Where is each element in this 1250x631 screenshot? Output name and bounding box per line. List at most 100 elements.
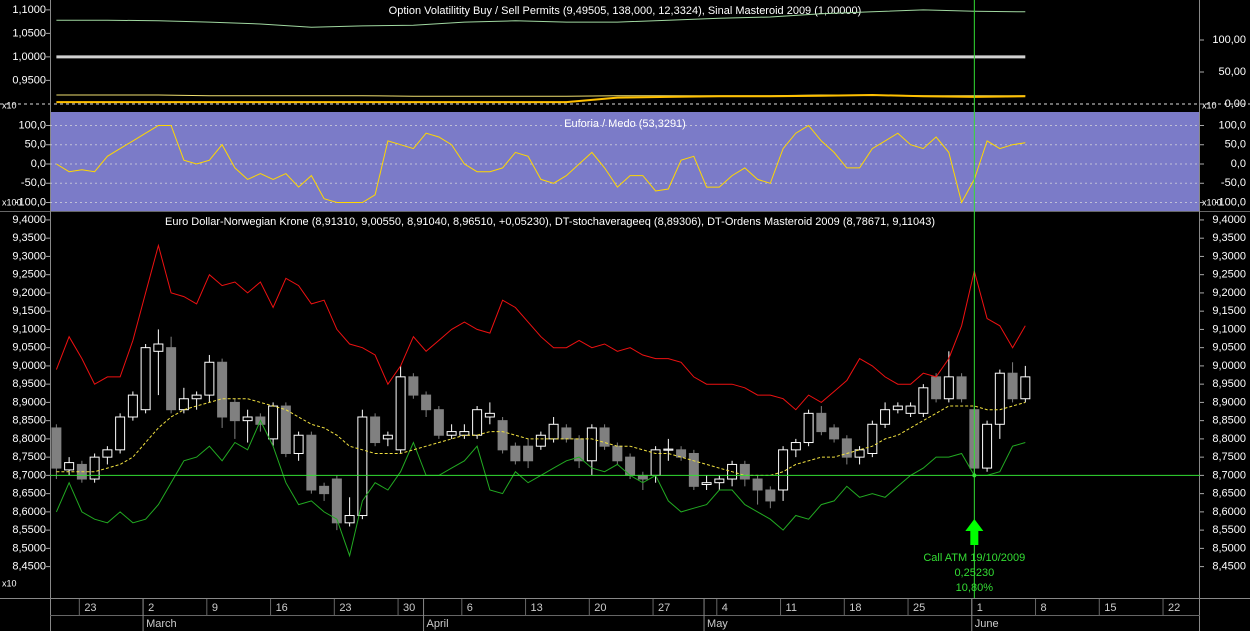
y-tick-label: 8,6500 [12, 488, 46, 500]
panel-title: Euforia / Medo (53,3291) [564, 118, 686, 130]
y-tick-label: 0,9500 [12, 74, 46, 86]
y-tick-label: 8,8500 [12, 415, 46, 427]
candle-body [943, 376, 954, 400]
annotation: Call ATM 19/10/2009 0,25230 10,80% [923, 552, 1025, 594]
y-tick-label: 9,3500 [1212, 232, 1246, 244]
candle-body [829, 427, 840, 440]
y-tick-label: 8,4500 [1212, 561, 1246, 573]
panel-title: Option Volatilitity Buy / Sell Permits (… [389, 5, 862, 17]
month-label: April [427, 618, 449, 630]
y-tick-label: 8,9000 [12, 396, 46, 408]
candle-body [918, 387, 929, 414]
candle-body [574, 438, 585, 462]
y-tick-label: 9,4000 [12, 214, 46, 226]
series-line [56, 124, 1026, 204]
panel-background [51, 112, 1199, 211]
y-tick-label: 100,0 [1218, 119, 1246, 131]
candle-body [408, 376, 419, 396]
x-tick-label: 18 [849, 602, 861, 614]
candle-body [778, 449, 789, 491]
x-tick-label: 22 [1168, 602, 1180, 614]
x-tick-label: 20 [594, 602, 606, 614]
y-tick-label: 8,9500 [1212, 378, 1246, 390]
y-tick-label: 8,5000 [1212, 542, 1246, 554]
series-line [55, 243, 1026, 411]
candle-body [637, 474, 648, 480]
candle-body [319, 485, 330, 495]
candle-body [714, 478, 725, 484]
candle-body [586, 427, 597, 462]
x-tick-label: 4 [722, 602, 728, 614]
candle-body [127, 394, 138, 418]
y-tick-label: 9,3500 [12, 232, 46, 244]
y-tick-label: 9,1000 [12, 323, 46, 335]
candle-body [115, 416, 126, 451]
candle-body [268, 405, 279, 440]
candle-body [421, 394, 432, 411]
y-tick-label: 8,4500 [12, 561, 46, 573]
scale-label: x100 [2, 197, 22, 207]
candle-body [599, 427, 610, 447]
candle-body [446, 431, 457, 436]
y2-tick-label: 100,00 [1212, 34, 1246, 46]
candle-body [64, 462, 75, 471]
y-tick-label: -50,0 [21, 177, 46, 189]
x-tick-label: 23 [84, 602, 96, 614]
y-tick-label: 8,5500 [1212, 524, 1246, 536]
candle-body [803, 412, 814, 444]
y-tick-label: 9,1000 [1212, 323, 1246, 335]
y-tick-label: 8,7000 [1212, 469, 1246, 481]
candle-body [994, 372, 1005, 425]
annotation-text: Call ATM 19/10/2009 [923, 552, 1025, 564]
candle-body [982, 423, 993, 469]
annotation-text: 10,80% [956, 582, 994, 594]
candle-body [612, 445, 623, 462]
candle-body [854, 449, 865, 458]
candle-body [306, 434, 317, 491]
candle-body [790, 442, 801, 451]
candle-body [510, 445, 521, 462]
candle-body [370, 416, 381, 444]
month-label: June [975, 618, 999, 630]
candle-body [204, 361, 215, 396]
x-tick-label: 1 [977, 602, 983, 614]
x-tick-label: 16 [276, 602, 288, 614]
annotation-text: 0,25230 [954, 567, 994, 579]
y-tick-label: 9,2000 [1212, 287, 1246, 299]
x-tick-label: 15 [1104, 602, 1116, 614]
candle-body [89, 456, 100, 480]
candle-body [739, 463, 750, 480]
candle-body [178, 398, 189, 411]
candle-body [293, 434, 304, 454]
x-tick-label: 2 [148, 602, 154, 614]
candle-body [841, 438, 852, 458]
panel-title: Euro Dollar-Norwegian Krone (8,91310, 9,… [165, 216, 935, 228]
y-tick-label: 8,7000 [12, 469, 46, 481]
candle-body [166, 347, 177, 411]
x-tick-label: 30 [403, 602, 415, 614]
series-line [56, 9, 1026, 28]
candle-body [395, 376, 406, 451]
candle-body [752, 478, 763, 491]
y-tick-label: 8,9500 [12, 378, 46, 390]
y-tick-label: -100,0 [1215, 196, 1246, 208]
candle-body [663, 448, 674, 451]
y-tick-label: 9,0000 [1212, 360, 1246, 372]
y-tick-label: 9,0500 [1212, 342, 1246, 354]
y-tick-label: 50,0 [1225, 139, 1246, 151]
candle-body [357, 416, 368, 517]
y-tick-label: 8,7500 [1212, 451, 1246, 463]
x-tick-label: 27 [658, 602, 670, 614]
scale-label: x100 [1202, 197, 1222, 207]
y2-tick-label: 50,00 [1218, 66, 1246, 78]
y-tick-label: -50,0 [1221, 177, 1246, 189]
candle-body [905, 405, 916, 414]
x-tick-label: 25 [913, 602, 925, 614]
candle-body [51, 427, 62, 469]
y-tick-label: 8,8500 [1212, 415, 1246, 427]
candle-body [765, 489, 776, 502]
y-tick-label: 0,0 [31, 158, 46, 170]
candle-body [242, 416, 253, 422]
y-tick-label: 9,4000 [1212, 214, 1246, 226]
